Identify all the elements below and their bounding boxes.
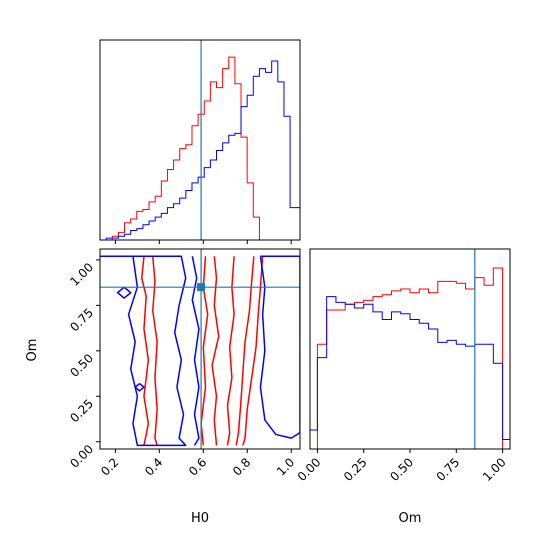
h0-histogram-series-red: [100, 56, 300, 241]
contour-blue-0: [100, 255, 187, 447]
contour-red-5: [235, 256, 255, 446]
om-histogram-series-red: [310, 267, 510, 450]
contour-red-1: [152, 256, 158, 446]
contour-blue-3: [116, 286, 132, 299]
h0-marginal-frame: [99, 39, 301, 241]
h0-marginal-panel: [99, 39, 301, 244]
contour-red-3: [211, 256, 220, 446]
contour-blue-2: [259, 255, 300, 439]
contour-red-6: [242, 256, 264, 446]
y-axis-label-om: Om: [25, 339, 40, 362]
contour-red-4: [226, 256, 235, 446]
x-axis-label-om: Om: [399, 511, 422, 526]
contour-blue-1: [191, 256, 200, 446]
truth-point-marker: [197, 283, 206, 292]
contour-lines: [100, 255, 300, 447]
x-axis-label-h0: H0: [191, 511, 209, 526]
contour-frame: [99, 248, 301, 450]
contour-red-0: [141, 256, 150, 446]
contour-blue-4: [134, 382, 145, 392]
